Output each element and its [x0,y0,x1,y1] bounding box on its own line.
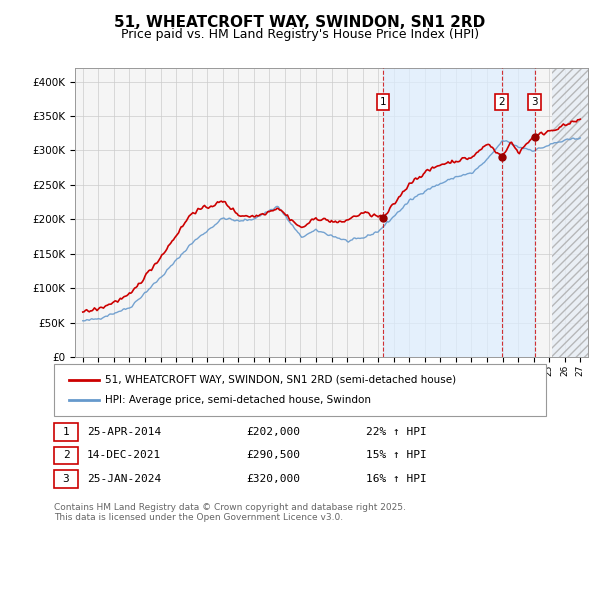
Text: 3: 3 [62,474,70,484]
Text: HPI: Average price, semi-detached house, Swindon: HPI: Average price, semi-detached house,… [105,395,371,405]
Text: Contains HM Land Registry data © Crown copyright and database right 2025.
This d: Contains HM Land Registry data © Crown c… [54,503,406,522]
Text: 51, WHEATCROFT WAY, SWINDON, SN1 2RD (semi-detached house): 51, WHEATCROFT WAY, SWINDON, SN1 2RD (se… [105,375,456,385]
Bar [383,68,535,357]
Text: 2: 2 [499,97,505,107]
Text: Price paid vs. HM Land Registry's House Price Index (HPI): Price paid vs. HM Land Registry's House … [121,28,479,41]
Text: 2: 2 [62,451,70,460]
Text: 16% ↑ HPI: 16% ↑ HPI [366,474,427,484]
Text: 51, WHEATCROFT WAY, SWINDON, SN1 2RD: 51, WHEATCROFT WAY, SWINDON, SN1 2RD [115,15,485,30]
Bar [552,68,588,357]
Text: 3: 3 [532,97,538,107]
Text: £202,000: £202,000 [246,427,300,437]
Text: 25-APR-2014: 25-APR-2014 [87,427,161,437]
Text: 25-JAN-2024: 25-JAN-2024 [87,474,161,484]
Text: £290,500: £290,500 [246,451,300,460]
Text: 1: 1 [380,97,386,107]
Text: £320,000: £320,000 [246,474,300,484]
Text: 22% ↑ HPI: 22% ↑ HPI [366,427,427,437]
Text: 14-DEC-2021: 14-DEC-2021 [87,451,161,460]
Text: 1: 1 [62,427,70,437]
Text: 15% ↑ HPI: 15% ↑ HPI [366,451,427,460]
Bar [552,68,588,357]
